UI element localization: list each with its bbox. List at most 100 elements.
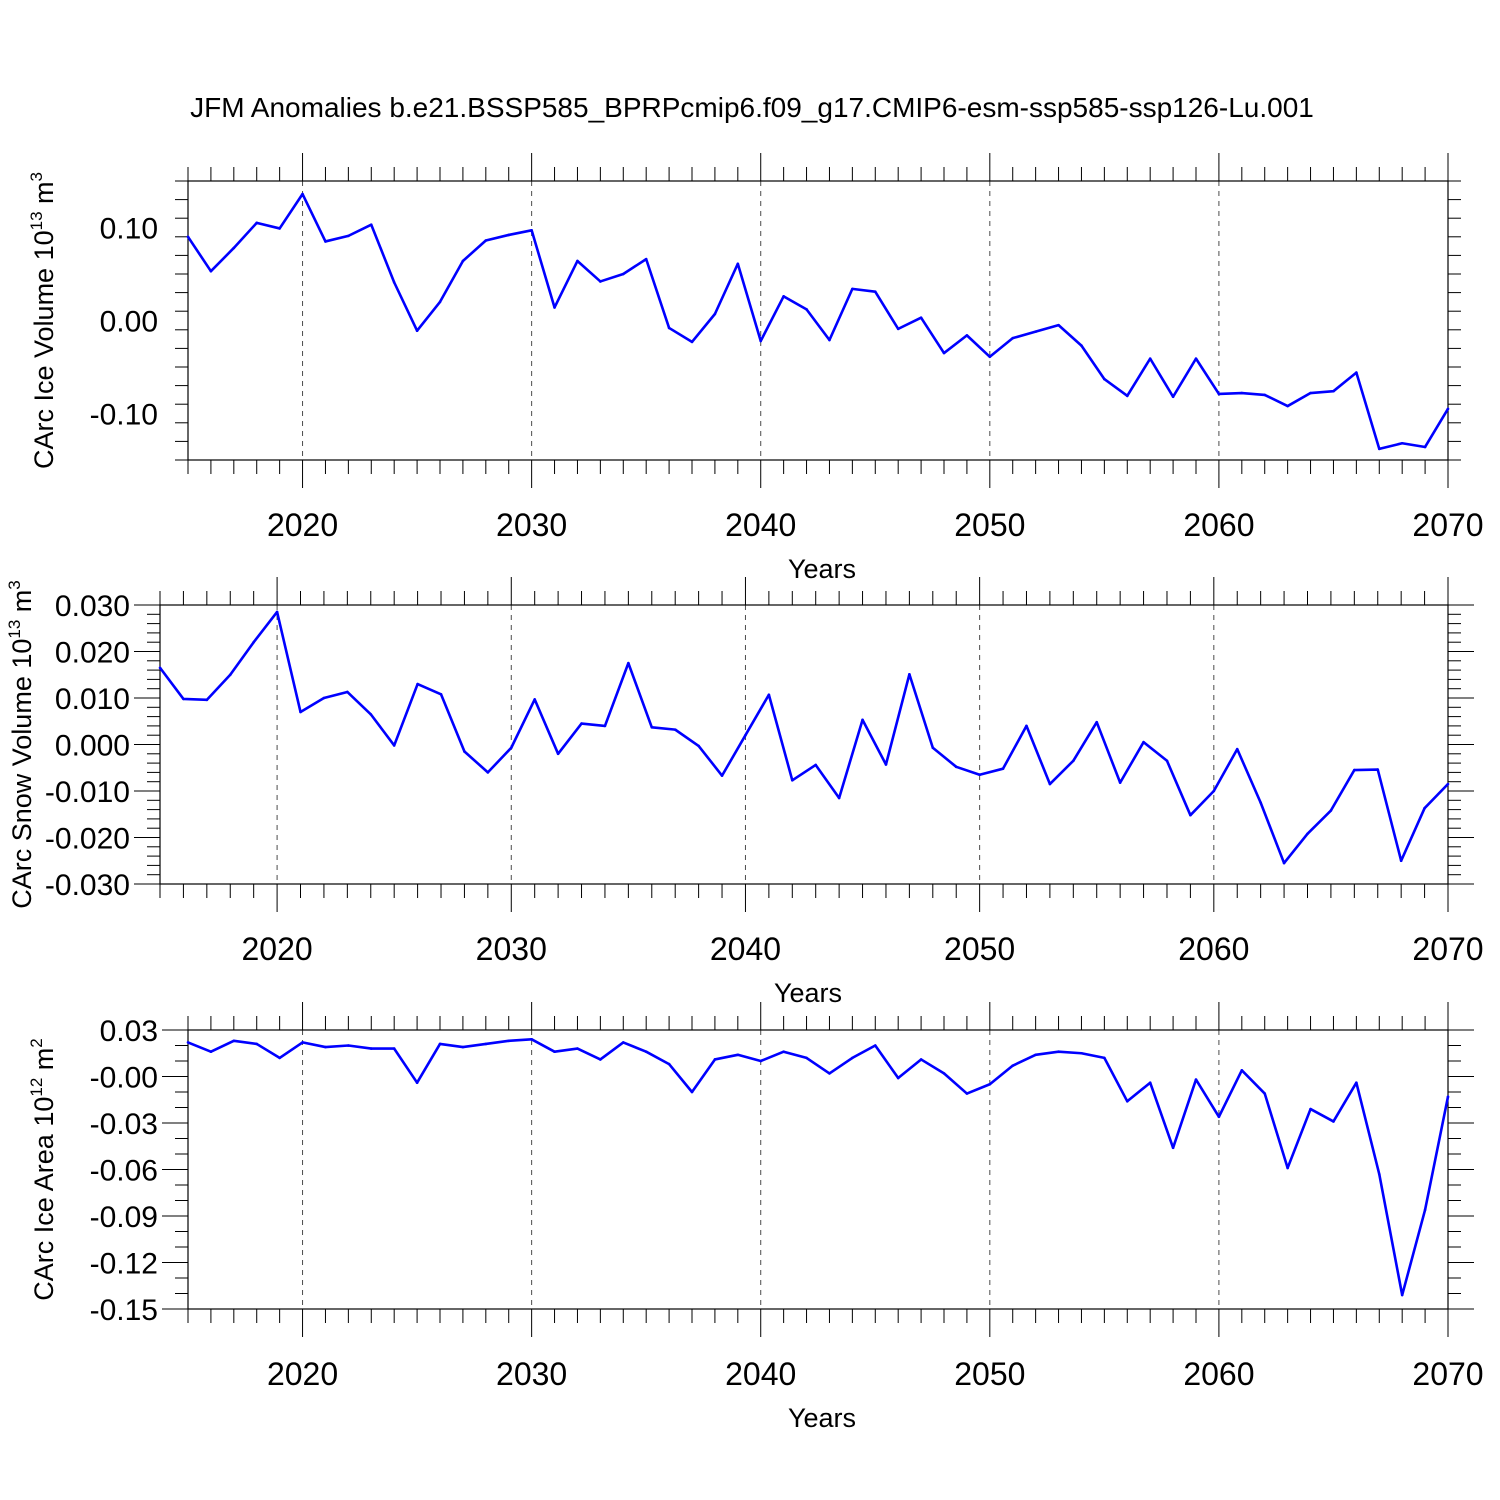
- data-point: [720, 774, 724, 777]
- data-point: [576, 1047, 579, 1050]
- data-point: [837, 796, 841, 800]
- data-point: [1263, 393, 1267, 397]
- data-point: [1011, 336, 1015, 340]
- y-tick-label: -0.06: [90, 1155, 158, 1188]
- data-point: [1148, 1081, 1152, 1084]
- data-point: [1001, 767, 1005, 770]
- x-tick-label: 2070: [1412, 1356, 1483, 1392]
- y-axis-title-superscript: 13: [27, 211, 46, 230]
- data-point: [346, 690, 349, 694]
- data-point: [782, 295, 785, 298]
- y-tick-label: -0.00: [90, 1062, 158, 1095]
- data-point: [255, 1042, 259, 1046]
- data-point: [1194, 1078, 1198, 1081]
- data-point: [1309, 1107, 1312, 1111]
- data-point: [392, 281, 396, 284]
- data-point: [851, 1056, 854, 1060]
- data-point: [644, 1050, 648, 1053]
- data-point: [1286, 404, 1289, 408]
- data-point: [158, 666, 162, 670]
- series-line-2: [158, 610, 1449, 865]
- data-point: [322, 696, 326, 700]
- data-point: [1332, 389, 1335, 393]
- data-point: [1142, 740, 1145, 744]
- panel-1: 2020 2030 2040 2050 2060 2070 Years -0.10 0.00 0.…: [27, 153, 1484, 584]
- data-point: [851, 287, 854, 291]
- x-tick-label: 2040: [710, 931, 781, 967]
- data-point: [965, 334, 969, 337]
- data-point: [209, 1050, 213, 1053]
- x-tick-label: 2060: [1178, 931, 1249, 967]
- data-point: [690, 340, 694, 344]
- y-axis-title-text: m: [7, 590, 37, 620]
- x-axis-title: Years: [774, 978, 842, 1008]
- data-point: [461, 1045, 465, 1049]
- data-point: [828, 338, 831, 342]
- data-point: [919, 1058, 923, 1061]
- data-point: [1355, 1081, 1358, 1084]
- data-point: [1400, 1293, 1404, 1297]
- data-point: [978, 773, 981, 777]
- data-point: [1309, 391, 1312, 395]
- y-axis-title-text: CArc Snow Volume 10: [7, 639, 37, 909]
- data-point: [759, 339, 763, 343]
- y-axis-title-text: CArc Ice Volume 10: [29, 230, 59, 469]
- data-point: [1423, 1208, 1427, 1212]
- data-point: [1376, 768, 1380, 771]
- data-point: [673, 728, 677, 731]
- plot-frame: [187, 1029, 1449, 1310]
- x-tick-label: 2050: [954, 507, 1025, 543]
- data-point: [919, 316, 923, 320]
- data-point: [209, 269, 213, 273]
- data-point: [507, 233, 511, 237]
- data-point: [205, 698, 209, 702]
- data-point: [439, 692, 443, 696]
- data-point: [1399, 859, 1403, 863]
- data-point: [1212, 789, 1216, 793]
- panel-2: 2020 2030 2040 2050 2060 2070 Years -0.030 -0.02…: [5, 577, 1484, 1008]
- data-point: [744, 733, 747, 737]
- data-point: [873, 1044, 877, 1047]
- data-point: [509, 746, 513, 750]
- x-tick-label: 2020: [267, 1356, 338, 1392]
- data-point: [275, 610, 279, 614]
- data-point: [690, 1090, 694, 1094]
- data-point: [1306, 832, 1309, 836]
- x-tick-label: 2030: [496, 507, 567, 543]
- chart-panels: 2020 2030 2040 2050 2060 2070 Years -0.10 0.00 0.…: [5, 153, 1484, 1433]
- x-tick-label: 2060: [1183, 507, 1254, 543]
- y-tick-label: -0.020: [45, 823, 130, 856]
- data-point: [301, 192, 304, 196]
- plot-frame: [159, 604, 1449, 885]
- data-point: [767, 693, 771, 697]
- data-point: [507, 1039, 511, 1043]
- data-point: [228, 673, 232, 677]
- y-axis-title-text: m: [29, 181, 59, 211]
- data-point: [650, 725, 654, 729]
- data-point: [530, 228, 533, 232]
- data-point: [599, 280, 602, 283]
- data-point: [182, 697, 185, 701]
- data-point: [1011, 1064, 1015, 1067]
- data-point: [324, 1045, 327, 1049]
- data-point: [533, 698, 536, 701]
- data-point: [186, 235, 190, 239]
- data-point: [1400, 441, 1404, 445]
- y-axis-title: CArc Ice Area 1012 m2: [27, 1038, 59, 1301]
- data-point: [782, 1050, 785, 1053]
- data-point: [530, 1038, 533, 1041]
- data-point: [1446, 1095, 1450, 1098]
- data-point: [1080, 1051, 1083, 1055]
- data-point: [1263, 1092, 1267, 1095]
- y-tick-label: 0.03: [100, 1015, 158, 1048]
- x-tick-label: 2070: [1412, 931, 1483, 967]
- y-axis-title: CArc Ice Volume 1013 m3: [27, 172, 59, 469]
- y-axis-title-superscript: 2: [27, 1038, 46, 1047]
- data-point: [186, 1041, 190, 1044]
- data-point: [1034, 330, 1037, 333]
- data-point: [1217, 392, 1221, 396]
- data-point: [580, 722, 583, 725]
- data-point: [278, 227, 281, 230]
- data-point: [908, 672, 911, 676]
- data-point: [1125, 394, 1129, 398]
